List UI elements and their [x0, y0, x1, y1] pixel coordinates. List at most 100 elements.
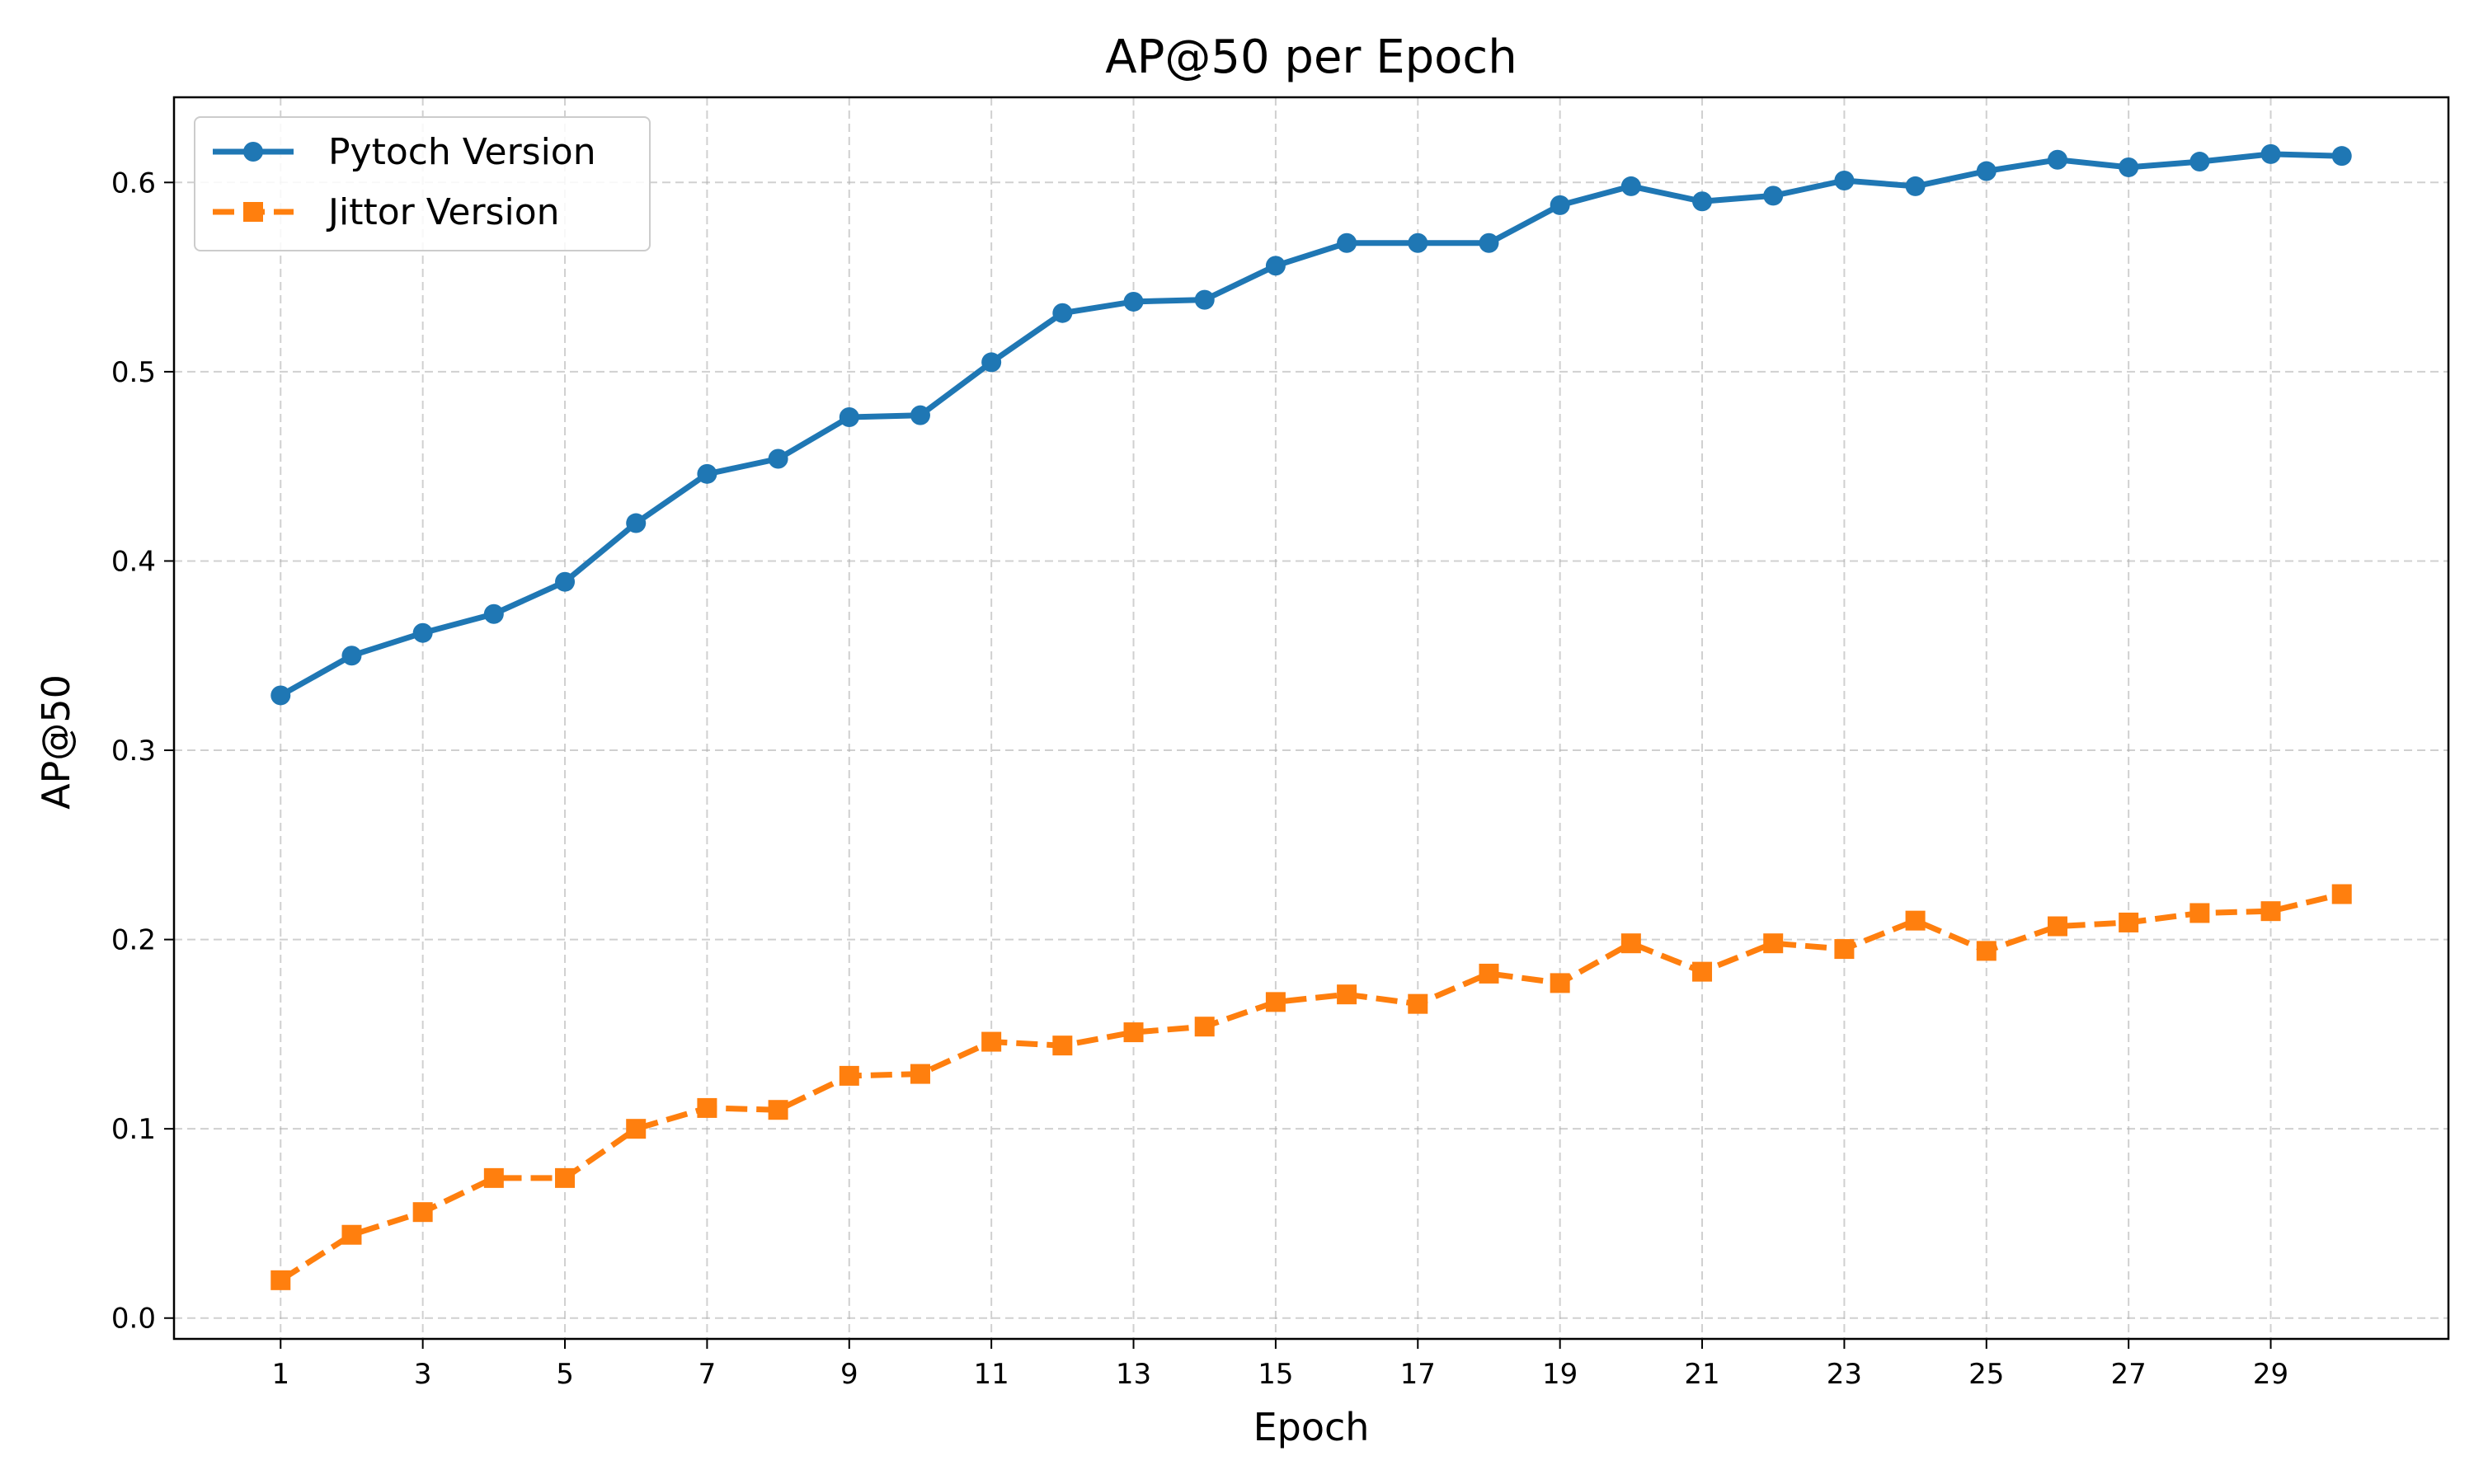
data-point: [1479, 232, 1499, 253]
data-point: [555, 571, 576, 592]
x-axis-title: Epoch: [1253, 1405, 1370, 1449]
data-point: [1905, 910, 1926, 931]
data-point: [1123, 291, 1144, 312]
data-point: [341, 646, 362, 666]
series-line: [279, 891, 2343, 1283]
data-point: [626, 1119, 647, 1139]
data-point: [839, 1065, 859, 1086]
data-point: [2260, 901, 2281, 922]
x-tick-label: 1: [271, 1358, 289, 1391]
data-point: [1763, 186, 1784, 206]
y-tick-label: 0.2: [111, 924, 156, 957]
y-tick-label: 0.1: [111, 1113, 156, 1146]
data-point: [270, 685, 291, 706]
data-point: [2047, 149, 2067, 170]
data-point: [697, 1097, 717, 1118]
grid: [174, 97, 2448, 1339]
data-point: [1834, 939, 1855, 960]
data-point: [1976, 161, 1997, 181]
x-tick-label: 21: [1684, 1358, 1719, 1391]
x-tick-label: 3: [414, 1358, 432, 1391]
data-point: [626, 513, 647, 533]
data-point: [1620, 933, 1641, 954]
data-point: [555, 1167, 576, 1188]
data-point: [2331, 146, 2352, 167]
legend-marker-jittor: [243, 202, 263, 222]
data-point: [1620, 176, 1641, 196]
data-point: [910, 1064, 930, 1084]
chart-title: AP@50 per Epoch: [1105, 31, 1517, 84]
legend-box: [194, 116, 651, 251]
data-point: [697, 463, 717, 484]
legend-marker-pytoch: [243, 142, 263, 162]
x-tick-label: 27: [2111, 1358, 2147, 1391]
x-tick-label: 5: [556, 1358, 574, 1391]
series-line: [279, 151, 2342, 698]
legend-label-jittor: Jittor Version: [326, 191, 560, 233]
x-tick-label: 19: [1542, 1358, 1578, 1391]
y-tick-label: 0.6: [111, 167, 156, 200]
data-point: [1550, 195, 1570, 215]
x-tick-label: 29: [2253, 1358, 2288, 1391]
data-point: [1194, 289, 1215, 310]
data-point: [2189, 903, 2210, 923]
series-layer: [270, 143, 2352, 1290]
data-point: [483, 1167, 504, 1188]
data-point: [2119, 157, 2139, 177]
data-point: [1905, 176, 1926, 196]
x-tick-label: 13: [1116, 1358, 1151, 1391]
data-point: [1265, 992, 1286, 1012]
data-point: [1337, 232, 1357, 253]
x-tick-label: 9: [840, 1358, 858, 1391]
y-tick-label: 0.3: [111, 735, 156, 768]
data-point: [1479, 963, 1499, 984]
data-point: [412, 1202, 433, 1223]
data-point: [1692, 961, 1713, 982]
data-point: [1763, 933, 1784, 954]
ticks: 1 3 5 7 9 11 13 15 17 19 21 23 25 27 290.00.10.20.30.4…: [111, 167, 2288, 1391]
data-point: [981, 352, 1002, 373]
x-tick-label: 11: [974, 1358, 1009, 1391]
data-point: [1408, 993, 1428, 1014]
data-point: [341, 1224, 362, 1245]
data-point: [839, 406, 859, 427]
x-tick-label: 15: [1258, 1358, 1293, 1391]
data-point: [981, 1031, 1002, 1052]
x-tick-label: 17: [1400, 1358, 1436, 1391]
data-point: [2047, 916, 2067, 937]
data-point: [1834, 171, 1855, 191]
data-point: [1052, 1036, 1073, 1056]
data-point: [2119, 912, 2139, 932]
data-point: [1194, 1017, 1215, 1037]
x-tick-label: 25: [1968, 1358, 2004, 1391]
data-point: [910, 405, 930, 425]
series-jittor: [270, 884, 2352, 1290]
data-point: [483, 603, 504, 624]
data-point: [412, 622, 433, 643]
data-point: [1123, 1022, 1144, 1043]
data-point: [1692, 191, 1713, 212]
data-point: [2331, 884, 2352, 904]
data-point: [1550, 973, 1570, 993]
data-point: [1265, 256, 1286, 276]
data-point: [768, 448, 788, 469]
data-point: [1408, 232, 1428, 253]
series-pytoch: [270, 143, 2352, 706]
data-point: [1052, 303, 1073, 323]
data-point: [270, 1270, 291, 1290]
data-point: [2189, 152, 2210, 172]
data-point: [768, 1100, 788, 1120]
x-tick-label: 23: [1827, 1358, 1862, 1391]
legend: Pytoch Version Jittor Version: [194, 116, 651, 251]
y-tick-label: 0.5: [111, 356, 156, 389]
y-axis-title: AP@50: [34, 674, 78, 810]
plot-frame: [172, 96, 2450, 1341]
y-tick-label: 0.4: [111, 545, 156, 578]
data-point: [1976, 941, 1997, 961]
data-point: [1337, 984, 1357, 1005]
x-tick-label: 7: [698, 1358, 717, 1391]
data-point: [2260, 143, 2281, 164]
legend-label-pytoch: Pytoch Version: [328, 131, 596, 173]
y-tick-label: 0.0: [111, 1303, 156, 1336]
